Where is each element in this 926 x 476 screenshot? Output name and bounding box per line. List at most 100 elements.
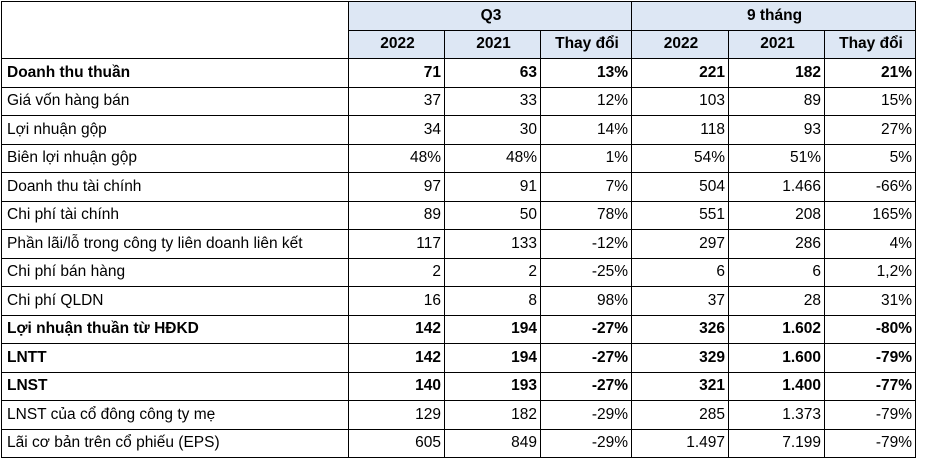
cell-9m-2021: 1.400 xyxy=(728,371,825,401)
cell-q3-2021: 849 xyxy=(444,428,541,458)
cell-9m-2021: 7.199 xyxy=(728,428,825,458)
cell-9m-change: 5% xyxy=(824,143,916,173)
cell-9m-2021: 6 xyxy=(728,257,825,287)
cell-q3-change: 14% xyxy=(540,115,632,145)
cell-9m-change: 27% xyxy=(824,115,916,145)
financial-table: Q3 9 tháng 2022 2021 Thay đổi 2022 2021 … xyxy=(1,1,916,458)
cell-q3-change: -29% xyxy=(540,400,632,430)
cell-9m-2021: 93 xyxy=(728,115,825,145)
cell-9m-change: 15% xyxy=(824,86,916,116)
table-row: Giá vốn hàng bán 37 33 12% 103 89 15% xyxy=(1,86,916,116)
cell-9m-2022: 118 xyxy=(631,115,729,145)
table-row: Biên lợi nhuận gộp 48% 48% 1% 54% 51% 5% xyxy=(1,143,916,173)
cell-9m-2022: 551 xyxy=(631,200,729,230)
cell-9m-2022: 221 xyxy=(631,58,729,88)
table-row: LNST 140 193 -27% 321 1.400 -77% xyxy=(1,371,916,401)
row-label: Lợi nhuận thuần từ HĐKD xyxy=(1,314,349,344)
cell-q3-change: -27% xyxy=(540,314,632,344)
table-row: Chi phí tài chính 89 50 78% 551 208 165% xyxy=(1,200,916,230)
cell-9m-2021: 182 xyxy=(728,58,825,88)
cell-q3-change: -25% xyxy=(540,257,632,287)
cell-q3-2021: 33 xyxy=(444,86,541,116)
cell-9m-2021: 208 xyxy=(728,200,825,230)
cell-q3-2021: 50 xyxy=(444,200,541,230)
row-label: Chi phí bán hàng xyxy=(1,257,349,287)
cell-9m-change: 1,2% xyxy=(824,257,916,287)
cell-9m-change: -79% xyxy=(824,343,916,373)
cell-9m-change: -77% xyxy=(824,371,916,401)
cell-q3-change: 12% xyxy=(540,86,632,116)
cell-q3-2021: 91 xyxy=(444,172,541,202)
cell-q3-change: 78% xyxy=(540,200,632,230)
row-label: Giá vốn hàng bán xyxy=(1,86,349,116)
header-col-q3-change: Thay đổi xyxy=(540,29,632,59)
cell-9m-2022: 297 xyxy=(631,229,729,259)
cell-q3-2021: 30 xyxy=(444,115,541,145)
cell-9m-change: 4% xyxy=(824,229,916,259)
cell-9m-2021: 28 xyxy=(728,286,825,316)
row-label: Lợi nhuận gộp xyxy=(1,115,349,145)
cell-q3-2021: 48% xyxy=(444,143,541,173)
cell-q3-2022: 605 xyxy=(348,428,445,458)
cell-q3-change: -27% xyxy=(540,371,632,401)
table-row: Lãi cơ bản trên cổ phiếu (EPS) 605 849 -29%… xyxy=(1,428,916,458)
cell-q3-change: 98% xyxy=(540,286,632,316)
cell-9m-change: -79% xyxy=(824,400,916,430)
cell-q3-2022: 71 xyxy=(348,58,445,88)
header-group-q3: Q3 xyxy=(348,1,632,31)
cell-9m-change: 21% xyxy=(824,58,916,88)
cell-9m-change: 165% xyxy=(824,200,916,230)
table-row: Lợi nhuận gộp 34 30 14% 118 93 27% xyxy=(1,115,916,145)
cell-9m-change: -79% xyxy=(824,428,916,458)
row-label: Lãi cơ bản trên cổ phiếu (EPS) xyxy=(1,428,349,458)
cell-9m-2021: 1.600 xyxy=(728,343,825,373)
cell-q3-change: -27% xyxy=(540,343,632,373)
table-row: Lợi nhuận thuần từ HĐKD 142 194 -27% 326 1.60… xyxy=(1,314,916,344)
cell-q3-2021: 2 xyxy=(444,257,541,287)
cell-q3-2022: 16 xyxy=(348,286,445,316)
table-row: Chi phí QLDN 16 8 98% 37 28 31% xyxy=(1,286,916,316)
header-col-q3-2022: 2022 xyxy=(348,29,445,59)
cell-9m-2022: 1.497 xyxy=(631,428,729,458)
header-col-9m-2022: 2022 xyxy=(631,29,729,59)
cell-9m-2022: 329 xyxy=(631,343,729,373)
cell-9m-2022: 326 xyxy=(631,314,729,344)
row-label: Chi phí QLDN xyxy=(1,286,349,316)
cell-q3-2022: 142 xyxy=(348,343,445,373)
header-row-columns: 2022 2021 Thay đổi 2022 2021 Thay đổi xyxy=(2,29,916,59)
header-col-9m-change: Thay đổi xyxy=(824,29,916,59)
cell-q3-2022: 37 xyxy=(348,86,445,116)
cell-9m-2022: 103 xyxy=(631,86,729,116)
row-label: LNST của cổ đông công ty mẹ xyxy=(1,400,349,430)
cell-9m-change: 31% xyxy=(824,286,916,316)
header-col-q3-2021: 2021 xyxy=(444,29,541,59)
row-label: Phần lãi/lỗ trong công ty liên doanh liê… xyxy=(1,229,349,259)
cell-9m-change: -80% xyxy=(824,314,916,344)
cell-q3-2021: 182 xyxy=(444,400,541,430)
cell-q3-2021: 8 xyxy=(444,286,541,316)
cell-q3-2021: 63 xyxy=(444,58,541,88)
cell-q3-change: 7% xyxy=(540,172,632,202)
cell-9m-2021: 286 xyxy=(728,229,825,259)
header-blank-cell xyxy=(1,1,349,59)
row-label: Chi phí tài chính xyxy=(1,200,349,230)
cell-q3-2022: 97 xyxy=(348,172,445,202)
cell-9m-2021: 1.373 xyxy=(728,400,825,430)
header-group-9-months: 9 tháng xyxy=(631,1,916,31)
cell-q3-2021: 194 xyxy=(444,343,541,373)
cell-9m-2022: 6 xyxy=(631,257,729,287)
header-row-groups: Q3 9 tháng xyxy=(1,1,916,59)
cell-9m-2021: 1.466 xyxy=(728,172,825,202)
cell-q3-change: -12% xyxy=(540,229,632,259)
cell-9m-2021: 51% xyxy=(728,143,825,173)
cell-q3-2022: 48% xyxy=(348,143,445,173)
cell-q3-2022: 140 xyxy=(348,371,445,401)
cell-q3-change: -29% xyxy=(540,428,632,458)
cell-q3-2021: 133 xyxy=(444,229,541,259)
cell-q3-2022: 142 xyxy=(348,314,445,344)
table-row: LNST của cổ đông công ty mẹ 129 182 -29% 285… xyxy=(1,400,916,430)
cell-9m-2022: 321 xyxy=(631,371,729,401)
row-label: LNST xyxy=(1,371,349,401)
cell-q3-2022: 2 xyxy=(348,257,445,287)
cell-q3-2021: 194 xyxy=(444,314,541,344)
